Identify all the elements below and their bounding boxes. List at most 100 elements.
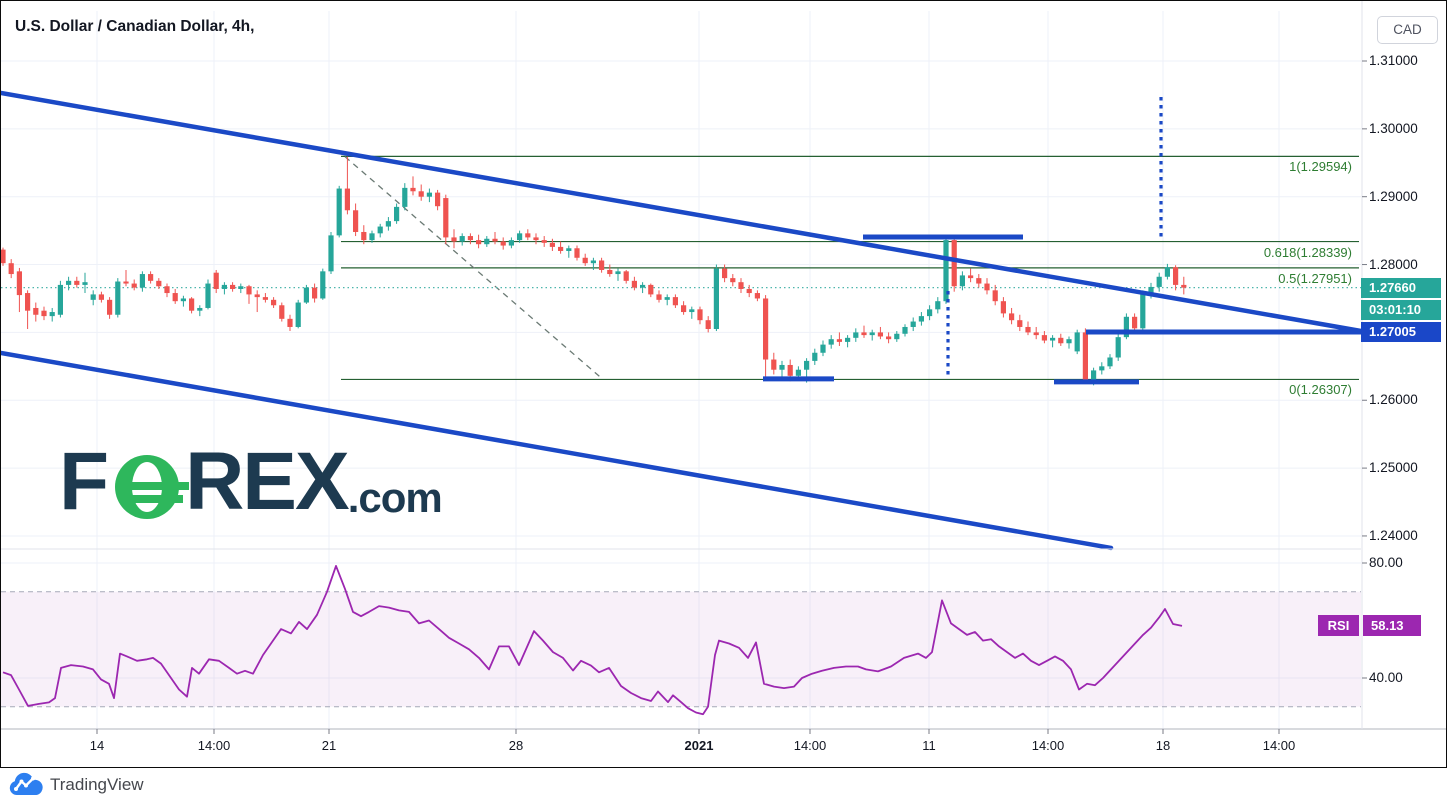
candle-up xyxy=(377,226,383,234)
axis-frame xyxy=(1,1,1446,734)
candle-down xyxy=(623,271,629,281)
candle-up xyxy=(640,284,646,288)
fib-retracement-drawing[interactable] xyxy=(341,155,1359,381)
candle-down xyxy=(1017,320,1023,327)
candle-down xyxy=(549,242,555,247)
candle-down xyxy=(681,305,687,313)
candle-up xyxy=(205,283,211,308)
candle-up xyxy=(713,268,719,330)
candle-up xyxy=(115,281,121,315)
candle-down xyxy=(533,237,539,241)
footer-strip: TradingView xyxy=(0,768,1447,810)
candle-up xyxy=(902,326,908,334)
candle-up xyxy=(402,187,408,207)
candle-down xyxy=(730,278,736,283)
candle-up xyxy=(689,309,695,313)
candle-up xyxy=(935,301,941,310)
upper-channel-line[interactable] xyxy=(1,90,1364,334)
candle-down xyxy=(287,318,293,327)
candle-down xyxy=(123,281,129,284)
time-axis[interactable] xyxy=(1,729,1361,767)
candle-up xyxy=(328,235,334,272)
current-price-badge: 1.27660 xyxy=(1361,277,1441,298)
candle-up xyxy=(1066,339,1072,344)
candle-down xyxy=(1173,267,1179,285)
candle-up xyxy=(82,282,88,285)
candle-down xyxy=(984,283,990,291)
candle-down xyxy=(131,283,137,288)
candle-down xyxy=(861,332,867,336)
rsi-line[interactable] xyxy=(2,565,1183,716)
candle-down xyxy=(738,282,744,289)
candle-down xyxy=(1082,332,1088,380)
candle-down xyxy=(1009,313,1015,321)
candle-down xyxy=(656,294,662,300)
candle-up xyxy=(1148,286,1154,294)
candle-up xyxy=(221,284,227,289)
candle-down xyxy=(189,298,195,311)
candle-down xyxy=(1033,332,1039,336)
candle-up xyxy=(918,316,924,322)
candle-down xyxy=(33,307,39,315)
candle-down xyxy=(976,278,982,284)
candle-up xyxy=(566,248,572,251)
support-resistance-segments[interactable] xyxy=(763,234,1362,385)
candle-up xyxy=(828,339,834,345)
candle-down xyxy=(213,272,219,289)
bar-countdown-badge: 03:01:10 xyxy=(1361,299,1441,320)
candle-down xyxy=(254,294,260,298)
candle-down xyxy=(262,297,268,300)
candle-up xyxy=(615,271,621,275)
candle-up xyxy=(426,192,432,197)
candle-down xyxy=(361,231,367,241)
candle-up xyxy=(1074,332,1080,352)
candle-up xyxy=(1164,267,1170,277)
candle-up xyxy=(812,352,818,361)
candle-up xyxy=(853,332,859,338)
candle-down xyxy=(541,240,547,243)
candle-down xyxy=(1041,335,1047,341)
candle-down xyxy=(697,309,703,321)
candle-up xyxy=(49,312,55,317)
quote-currency-button[interactable]: CAD xyxy=(1377,16,1438,44)
candle-up xyxy=(1091,370,1097,382)
candle-up xyxy=(336,188,342,236)
candle-down xyxy=(787,364,793,376)
candle-down xyxy=(746,288,752,294)
candle-up xyxy=(804,360,810,370)
candle-down xyxy=(877,332,883,337)
candle-down xyxy=(968,275,974,279)
candle-down xyxy=(722,268,728,279)
candle-down xyxy=(410,187,416,192)
candle-down xyxy=(836,339,842,342)
chart-canvas[interactable] xyxy=(1,1,1446,767)
candle-down xyxy=(246,286,252,295)
candle-down xyxy=(1132,316,1138,329)
candle-down xyxy=(525,233,531,238)
candle-up xyxy=(959,275,965,287)
price-axis[interactable] xyxy=(1362,1,1446,729)
candle-down xyxy=(156,280,162,287)
candle-up xyxy=(779,364,785,370)
candle-down xyxy=(705,320,711,330)
tradingview-logo-link[interactable]: TradingView xyxy=(9,772,144,798)
candle-up xyxy=(394,206,400,222)
candle-up xyxy=(820,344,826,353)
candle-up xyxy=(66,280,72,285)
candlesticks-layer xyxy=(1,156,1187,386)
candle-down xyxy=(271,299,277,306)
candle-up xyxy=(369,233,375,241)
candle-down xyxy=(16,271,22,296)
candle-down xyxy=(279,305,285,319)
candle-up xyxy=(508,240,514,246)
candle-up xyxy=(90,294,96,300)
candle-up xyxy=(664,297,670,300)
candle-down xyxy=(992,290,998,302)
tradingview-cloud-icon xyxy=(9,772,43,796)
vertical-dotted-lines[interactable] xyxy=(946,97,1163,378)
candle-down xyxy=(451,237,457,242)
candle-up xyxy=(590,260,596,264)
lower-channel-line[interactable] xyxy=(1,350,1114,551)
candle-down xyxy=(771,359,777,370)
candle-up xyxy=(1140,293,1146,329)
